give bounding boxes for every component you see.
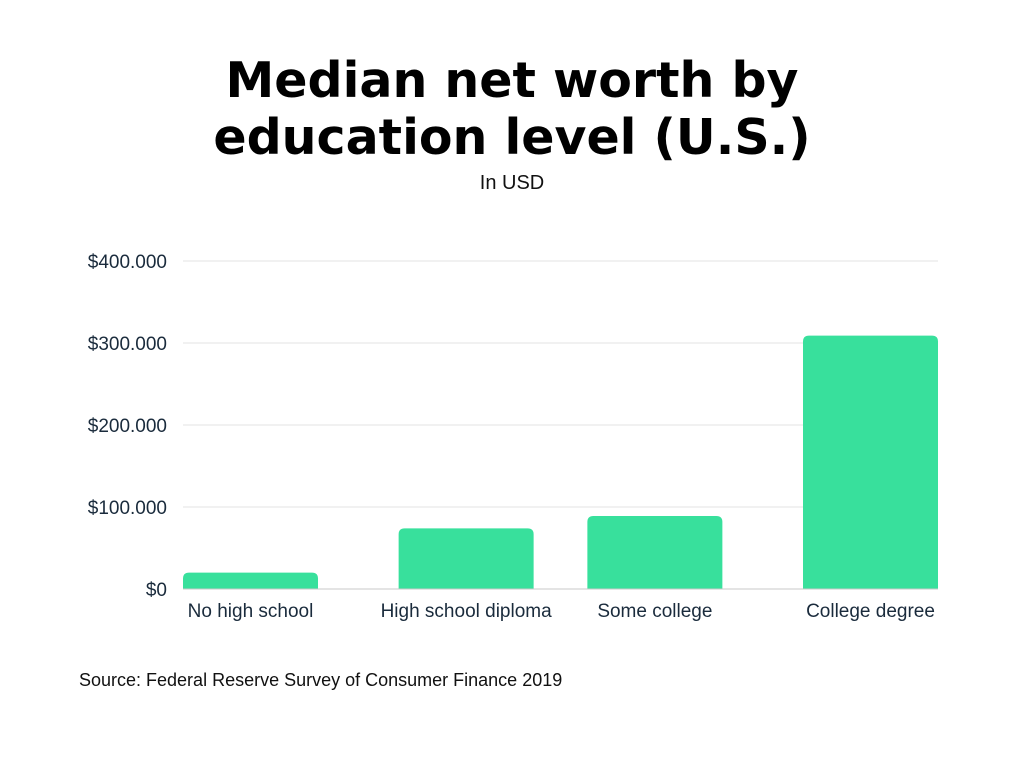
y-tick-label: $300.000 [88,334,167,355]
chart-subtitle: In USD [479,172,545,194]
bars [183,335,938,589]
x-category-label: No high school [188,601,314,622]
y-axis-tick-labels: $0 $100.000 $200.000 $300.000 $400.000 [88,252,167,601]
chart-title: Median net worth by education level (U.S… [0,52,1024,166]
x-category-label: Some college [597,601,712,622]
x-category-label: High school diploma [381,601,553,622]
y-tick-label: $0 [146,580,167,601]
bar-some-college [587,516,723,589]
y-tick-label: $100.000 [88,498,167,519]
y-tick-label: $200.000 [88,416,167,437]
source-note: Source: Federal Reserve Survey of Consum… [79,670,563,690]
chart-title-line-2: education level (U.S.) [213,109,811,166]
bar-high-school-diploma [398,528,534,589]
chart-title-line-1: Median net worth by [225,52,799,109]
y-tick-label: $400.000 [88,252,167,273]
bar-no-high-school [183,572,318,589]
x-axis-category-labels: No high school High school diploma Some co… [188,601,935,622]
x-category-label: College degree [806,601,935,622]
bar-college-degree [803,335,938,589]
